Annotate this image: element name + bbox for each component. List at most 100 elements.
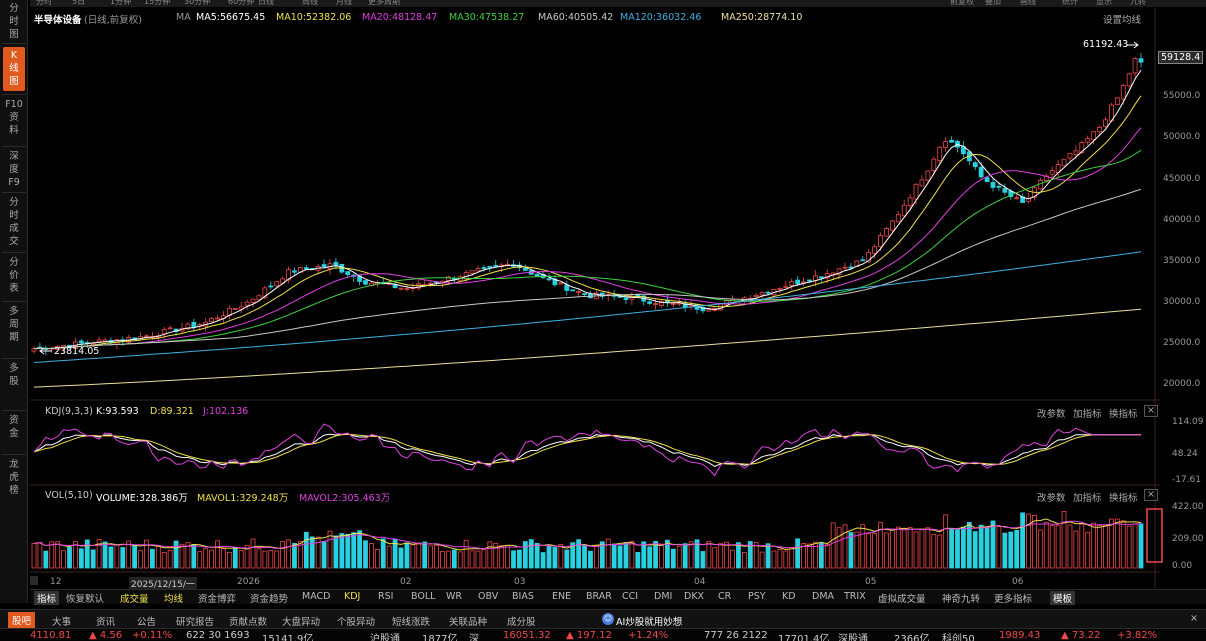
menu-tab-8[interactable]: 短线涨跌 <box>392 617 431 628</box>
period-tab-1[interactable]: 5日 <box>72 0 86 6</box>
candle-body <box>1002 188 1008 193</box>
swap-indicator-button[interactable]: 换指标 <box>1109 409 1138 420</box>
indicator-tab-9[interactable]: BOLL <box>411 591 436 602</box>
indicator-tab-25[interactable]: 更多指标 <box>994 594 1033 605</box>
ticker-item: +3.82% <box>1117 630 1158 641</box>
indicator-tab-17[interactable]: DKX <box>684 591 705 602</box>
indicator-tab-12[interactable]: BIAS <box>512 591 534 602</box>
ai-assistant-icon[interactable]: ☺ <box>602 613 614 625</box>
toolbar-tab-5[interactable]: 九转 <box>1130 0 1146 6</box>
add-indicator-button[interactable]: 加指标 <box>1073 409 1102 420</box>
volume-bar <box>173 540 179 569</box>
menu-tab-2[interactable]: 资讯 <box>96 617 116 628</box>
volume-bar <box>31 542 37 569</box>
volume-bar <box>1032 514 1037 569</box>
indicator-tab-11[interactable]: OBV <box>478 591 499 602</box>
indicator-tab-3[interactable]: 均线 <box>164 594 184 605</box>
menu-tab-10[interactable]: 成分股 <box>507 617 536 628</box>
period-tab-9[interactable]: 更多周期 <box>368 0 400 6</box>
ticker-item: 16051.32 <box>503 630 551 641</box>
period-tab-4[interactable]: 30分钟 <box>184 0 211 6</box>
volume-bar <box>374 549 380 569</box>
volume-bar <box>120 547 126 569</box>
menu-tab-0[interactable]: 股吧 <box>8 612 36 628</box>
volume-bar <box>872 533 878 569</box>
volume-bar <box>398 547 404 569</box>
menu-tab-9[interactable]: 关联品种 <box>449 617 488 628</box>
left-tab-7[interactable]: 多 股 <box>9 363 19 387</box>
menu-tab-11[interactable]: AI炒股就用妙想 <box>616 617 683 628</box>
left-tab-3[interactable]: 深 度 F9 <box>8 151 20 188</box>
indicator-tab-23[interactable]: 虚拟成交量 <box>878 594 926 605</box>
period-tab-6[interactable]: 日线 <box>258 0 274 6</box>
toolbar-tab-0[interactable]: 前复权 <box>950 0 974 6</box>
left-tab-0[interactable]: 分 时 图 <box>9 3 19 40</box>
left-tab-1[interactable]: K 线 图 <box>3 47 25 91</box>
left-tab-9[interactable]: 龙 虎 榜 <box>9 459 19 496</box>
period-tab-8[interactable]: 月线 <box>336 0 352 6</box>
left-tab-divider <box>2 301 26 302</box>
toolbar-tab-1[interactable]: 叠加 <box>985 0 1001 6</box>
indicator-tab-1[interactable]: 恢复默认 <box>66 594 105 605</box>
indicator-tab-26[interactable]: 模板 <box>1050 591 1076 605</box>
indicator-tab-18[interactable]: CR <box>718 591 732 602</box>
indicator-tab-24[interactable]: 神奇九转 <box>942 594 981 605</box>
ma-settings-button[interactable]: 设置均线 <box>1103 15 1142 26</box>
indicator-tab-14[interactable]: BRAR <box>586 591 612 602</box>
swap-indicator-button[interactable]: 换指标 <box>1109 493 1138 504</box>
close-panel-icon[interactable]: × <box>1144 405 1158 417</box>
indicator-tab-5[interactable]: 资金趋势 <box>250 594 289 605</box>
volume-bar <box>274 550 280 569</box>
left-tab-5[interactable]: 分 价 表 <box>9 257 19 294</box>
indicator-tab-2[interactable]: 成交量 <box>120 594 149 605</box>
indicator-tab-22[interactable]: TRIX <box>844 591 866 602</box>
scroll-left-button[interactable] <box>30 576 38 585</box>
indicator-tab-15[interactable]: CCI <box>622 591 639 602</box>
left-tab-8[interactable]: 资 金 <box>9 415 19 439</box>
left-tab-2[interactable]: F10 资 料 <box>5 99 23 136</box>
indicator-tab-4[interactable]: 资金博弈 <box>198 594 237 605</box>
kdj-d-value: D:89.321 <box>150 406 194 417</box>
indicator-tab-10[interactable]: WR <box>446 591 462 602</box>
menu-tab-4[interactable]: 研究报告 <box>176 617 215 628</box>
indicator-tab-6[interactable]: MACD <box>302 591 331 602</box>
left-tab-4[interactable]: 分 时 成 交 <box>9 197 19 247</box>
menu-tab-5[interactable]: 贡献点数 <box>229 617 268 628</box>
candle-body <box>292 270 297 273</box>
candle-body <box>546 278 552 281</box>
edit-params-button[interactable]: 改参数 <box>1037 409 1066 420</box>
candle-body <box>244 301 250 306</box>
left-tab-6[interactable]: 多 周 期 <box>9 306 19 343</box>
menu-tab-6[interactable]: 大盘异动 <box>282 617 321 628</box>
add-indicator-button[interactable]: 加指标 <box>1073 493 1102 504</box>
period-tab-7[interactable]: 周线 <box>302 0 318 6</box>
indicator-tab-20[interactable]: KD <box>782 591 796 602</box>
volume-bar <box>108 546 114 569</box>
indicator-tab-21[interactable]: DMA <box>812 591 835 602</box>
close-panel-icon[interactable]: × <box>1144 489 1158 501</box>
indicator-tab-19[interactable]: PSY <box>748 591 766 602</box>
indicator-tab-13[interactable]: ENE <box>552 591 572 602</box>
indicator-tab-16[interactable]: DMI <box>654 591 673 602</box>
edit-params-button[interactable]: 改参数 <box>1037 493 1066 504</box>
period-tab-5[interactable]: 60分钟 <box>228 0 255 6</box>
volume-bar <box>972 531 978 569</box>
period-toolbar: 分时 5日 1分钟 15分钟 30分钟 60分钟 日线 周线 月线 更多周期 前复权 叠加 画线 统计 显示… <box>30 0 1206 7</box>
period-tab-2[interactable]: 1分钟 <box>110 0 132 6</box>
indicator-tab-0[interactable]: 指标 <box>34 591 60 605</box>
indicator-tab-7[interactable]: KDJ <box>344 591 361 602</box>
menu-tab-7[interactable]: 个股异动 <box>337 617 376 628</box>
period-tab-0[interactable]: 分时 <box>36 0 52 6</box>
menu-tab-3[interactable]: 公告 <box>137 617 157 628</box>
indicator-tab-8[interactable]: RSI <box>378 591 394 602</box>
close-menu-icon[interactable]: × <box>1190 613 1198 624</box>
period-tab-3[interactable]: 15分钟 <box>144 0 171 6</box>
toolbar-tab-3[interactable]: 统计 <box>1062 0 1078 6</box>
toolbar-tab-4[interactable]: 显示 <box>1096 0 1112 6</box>
menu-tab-1[interactable]: 大事 <box>52 617 72 628</box>
volume-bar <box>55 541 61 569</box>
volume-bar <box>889 528 895 569</box>
volume-bar <box>611 543 617 569</box>
toolbar-tab-2[interactable]: 画线 <box>1020 0 1036 6</box>
